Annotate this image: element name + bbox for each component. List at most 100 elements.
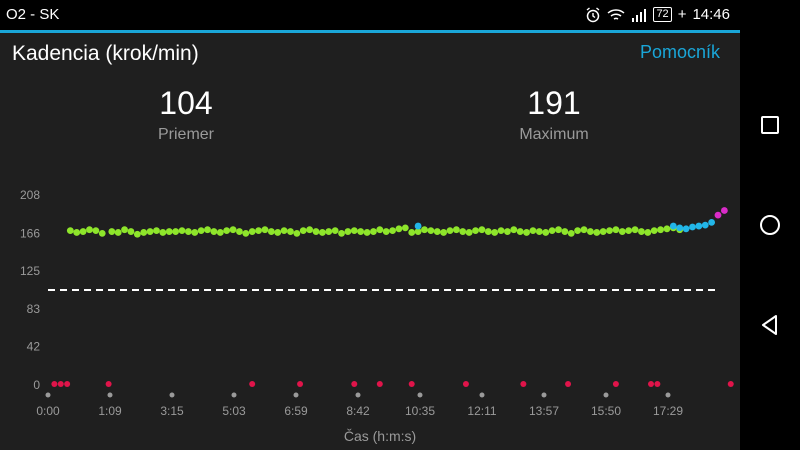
x-tick-dot (107, 392, 113, 398)
data-point (555, 226, 562, 234)
data-point (306, 226, 314, 234)
help-link[interactable]: Pomocník (639, 42, 720, 62)
data-point (676, 224, 684, 232)
data-point (529, 227, 537, 235)
data-point (255, 227, 262, 235)
signal-icon (632, 8, 647, 22)
stat-maximum-label: Maximum (519, 126, 589, 143)
data-point (654, 381, 661, 387)
x-tick-label: 8:42 (346, 404, 370, 418)
data-point (574, 227, 582, 235)
x-axis-title: Čas (h:m:s) (344, 428, 416, 444)
data-point (57, 381, 64, 387)
data-point (297, 381, 304, 387)
data-point (79, 228, 87, 235)
data-point (293, 229, 301, 237)
y-tick-label: 208 (20, 188, 40, 202)
data-point (159, 229, 167, 236)
data-point (669, 222, 677, 230)
data-point (267, 228, 275, 235)
x-tick-label: 13:57 (529, 404, 559, 418)
data-point (535, 228, 543, 235)
x-tick-label: 12:11 (467, 404, 496, 418)
data-point (720, 207, 728, 214)
battery-icon: 72 (653, 7, 672, 22)
data-point (165, 228, 173, 235)
data-point (695, 222, 703, 230)
data-point (689, 223, 696, 231)
data-point (127, 228, 135, 235)
data-point (580, 226, 588, 234)
data-point (516, 228, 524, 235)
data-point (663, 225, 671, 233)
home-icon[interactable] (758, 213, 782, 237)
data-point (108, 228, 116, 235)
accent-line (0, 30, 740, 33)
data-point (236, 228, 243, 235)
data-point (105, 381, 112, 387)
data-point (73, 229, 81, 236)
data-point (504, 228, 511, 235)
data-point (648, 381, 654, 387)
x-tick-label: 3:15 (160, 404, 184, 418)
x-tick-dot (541, 392, 547, 398)
stat-maximum: 191 Maximum (454, 85, 654, 144)
data-point (389, 227, 396, 235)
data-point (657, 226, 664, 234)
y-tick-label: 166 (20, 226, 40, 240)
stat-average: 104 Priemer (86, 85, 286, 144)
data-point (318, 229, 326, 236)
x-tick-label: 1:09 (98, 404, 122, 418)
back-icon[interactable] (758, 313, 782, 337)
data-point (274, 229, 282, 236)
data-point (465, 229, 473, 236)
x-tick-dot (293, 392, 299, 398)
data-point (351, 381, 358, 387)
data-point (172, 228, 180, 235)
data-point (644, 229, 652, 236)
x-tick-dot (355, 392, 361, 398)
data-point (414, 228, 422, 235)
data-point (204, 226, 211, 234)
data-point (121, 226, 128, 234)
data-point (599, 228, 607, 235)
data-point (395, 225, 403, 233)
data-point (66, 227, 74, 235)
data-point (612, 226, 620, 234)
data-point (472, 227, 479, 235)
x-tick-dot (417, 392, 423, 398)
data-point (280, 227, 288, 235)
data-point (433, 228, 441, 235)
data-point (462, 381, 469, 387)
app-content: Kadencia (krok/min) Pomocník 104 Priemer… (0, 33, 740, 450)
status-icons: 72 + 14:46 (585, 6, 730, 23)
data-point (178, 227, 186, 235)
data-point (714, 211, 722, 219)
cadence-chart[interactable]: 0 42 83 125 166 208 0:00 1:09 3:15 5:03 6:59 8:42 10… (0, 153, 740, 450)
data-point (325, 228, 333, 235)
page-title: Kadencia (krok/min) (12, 42, 199, 65)
data-point (625, 227, 633, 235)
data-point (440, 229, 448, 236)
data-point (92, 227, 100, 235)
data-point (491, 229, 499, 236)
data-point (650, 227, 658, 235)
data-point (408, 229, 416, 236)
x-tick-dot (45, 392, 51, 398)
data-point (197, 227, 205, 235)
data-point (216, 229, 224, 236)
data-point (133, 230, 141, 238)
x-tick-label: 0:00 (36, 404, 60, 418)
data-point (421, 226, 428, 234)
y-tick-label: 42 (27, 340, 41, 354)
recents-icon[interactable] (758, 113, 782, 137)
data-point (287, 228, 294, 235)
data-point (370, 228, 377, 235)
data-point (146, 228, 154, 235)
data-point (593, 229, 601, 236)
y-tick-label: 0 (33, 378, 40, 392)
data-point (401, 224, 409, 232)
data-point (631, 226, 639, 234)
data-point (51, 381, 58, 387)
x-tick-label: 6:59 (284, 404, 308, 418)
